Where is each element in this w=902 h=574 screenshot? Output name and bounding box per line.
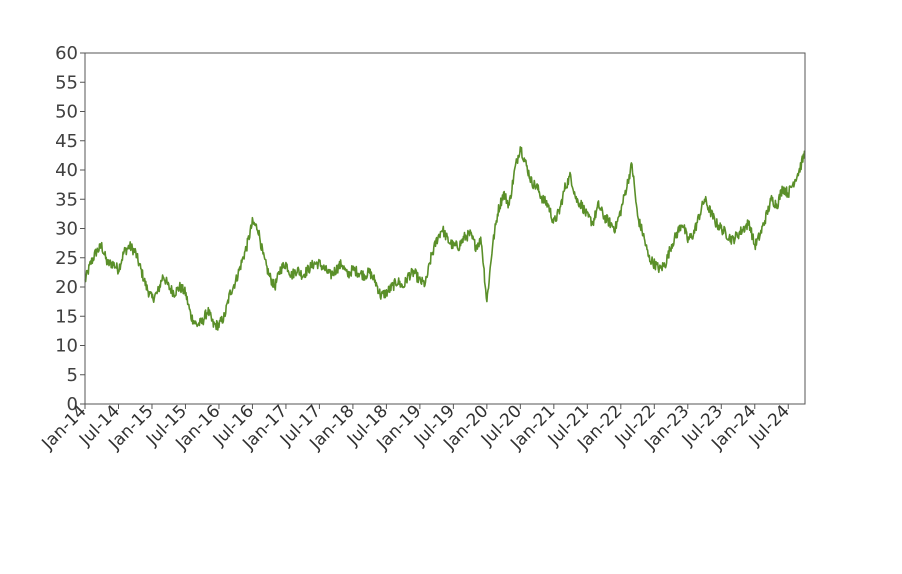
y-tick-label: 20	[55, 277, 78, 298]
y-tick-label: 10	[55, 336, 78, 357]
series-line	[84, 146, 806, 331]
y-tick-label: 0	[67, 394, 78, 415]
y-tick-label: 50	[55, 102, 78, 123]
y-tick-label: 45	[55, 131, 78, 152]
y-axis: 0 5 10 15 20 25 30 35 40 45 50 55 60	[55, 43, 85, 415]
y-tick-label: 30	[55, 219, 78, 240]
y-tick-label: 15	[55, 306, 78, 327]
y-tick-label: 55	[55, 72, 78, 93]
y-tick-label: 40	[55, 160, 78, 181]
y-tick-label: 5	[67, 365, 78, 386]
y-tick-label: 35	[55, 189, 78, 210]
y-tick-label: 60	[55, 43, 78, 64]
series-layer	[84, 146, 806, 331]
y-tick-label: 25	[55, 248, 78, 269]
